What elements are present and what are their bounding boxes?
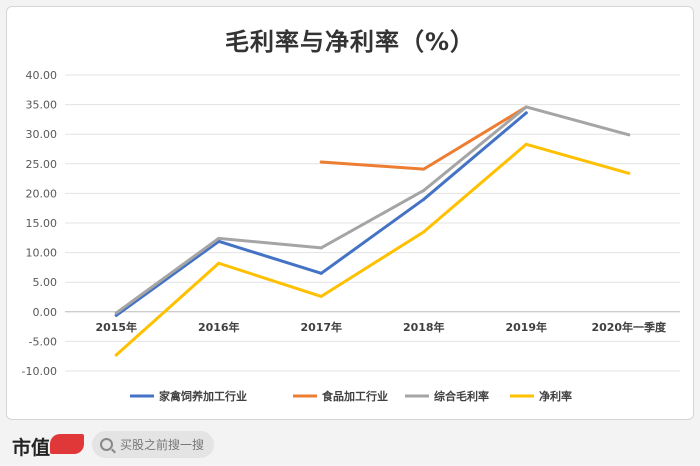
data-point: [319, 271, 323, 275]
search-bar[interactable]: 买股之前搜一搜: [92, 431, 214, 458]
series-line: [114, 142, 631, 357]
legend-label: 家禽饲养加工行业: [159, 389, 247, 403]
data-point: [422, 188, 426, 192]
data-point: [627, 171, 631, 175]
y-tick-label: 10.00: [26, 247, 58, 260]
y-tick-label: -10.00: [22, 365, 57, 378]
brand-logo-mark: [50, 434, 84, 454]
data-point: [217, 236, 221, 240]
y-tick-label: 35.00: [26, 99, 58, 112]
data-point: [319, 294, 323, 298]
x-tick-label: 2019年: [505, 320, 547, 334]
search-placeholder: 买股之前搜一搜: [120, 438, 205, 452]
data-point: [114, 353, 118, 357]
footer-bar: 市值 买股之前搜一搜: [0, 424, 700, 466]
data-point: [422, 230, 426, 234]
legend-label: 食品加工行业: [322, 389, 388, 403]
y-tick-label: 20.00: [26, 187, 58, 200]
data-point: [524, 111, 528, 115]
y-tick-label: 40.00: [26, 69, 58, 82]
data-point: [422, 197, 426, 201]
data-point: [319, 246, 323, 250]
series-line: [114, 105, 631, 315]
data-point: [627, 133, 631, 137]
data-point: [524, 105, 528, 109]
legend-label: 综合毛利率: [434, 389, 489, 403]
x-tick-label: 2016年: [198, 320, 240, 334]
data-point: [422, 167, 426, 171]
y-tick-label: 0.00: [33, 306, 58, 319]
data-point: [114, 313, 118, 317]
y-tick-label: 30.00: [26, 128, 58, 141]
x-tick-label: 2017年: [300, 320, 342, 334]
x-tick-label: 2018年: [403, 320, 445, 334]
data-point: [114, 311, 118, 315]
x-tick-label: 2020年一季度: [591, 320, 667, 334]
y-tick-label: 15.00: [26, 217, 58, 230]
data-point: [217, 261, 221, 265]
chart-title: 毛利率与净利率（%）: [224, 28, 476, 56]
legend-label: 净利率: [539, 389, 572, 403]
y-tick-label: 25.00: [26, 158, 58, 171]
data-point: [319, 160, 323, 164]
x-tick-label: 2015年: [95, 320, 137, 334]
brand-logo: 市值: [12, 437, 51, 459]
y-tick-label: 5.00: [33, 276, 58, 289]
data-point: [524, 142, 528, 146]
search-icon: [100, 438, 113, 451]
y-tick-label: -5.00: [29, 335, 57, 348]
